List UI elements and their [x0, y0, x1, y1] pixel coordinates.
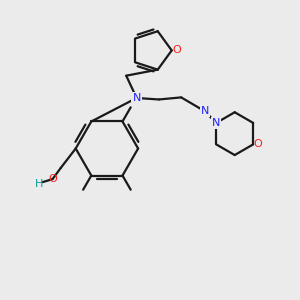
Text: N: N	[201, 106, 209, 116]
Text: O: O	[48, 174, 57, 184]
Text: N: N	[212, 118, 220, 128]
Text: O: O	[253, 140, 262, 149]
Text: H: H	[35, 178, 43, 189]
Text: O: O	[173, 45, 182, 56]
Text: N: N	[132, 93, 141, 103]
